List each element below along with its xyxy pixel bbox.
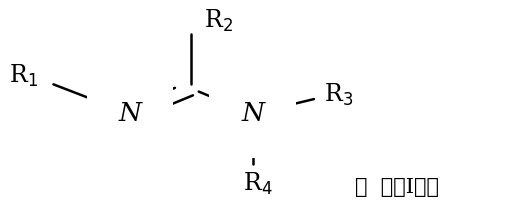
Text: ，  式（I）；: ， 式（I）； <box>355 178 439 197</box>
Text: R$_4$: R$_4$ <box>243 171 272 197</box>
Text: N: N <box>118 101 142 126</box>
Text: R$_3$: R$_3$ <box>324 82 353 108</box>
Text: R$_1$: R$_1$ <box>9 63 38 89</box>
Text: R$_2$: R$_2$ <box>204 8 233 34</box>
Text: N: N <box>241 101 264 126</box>
